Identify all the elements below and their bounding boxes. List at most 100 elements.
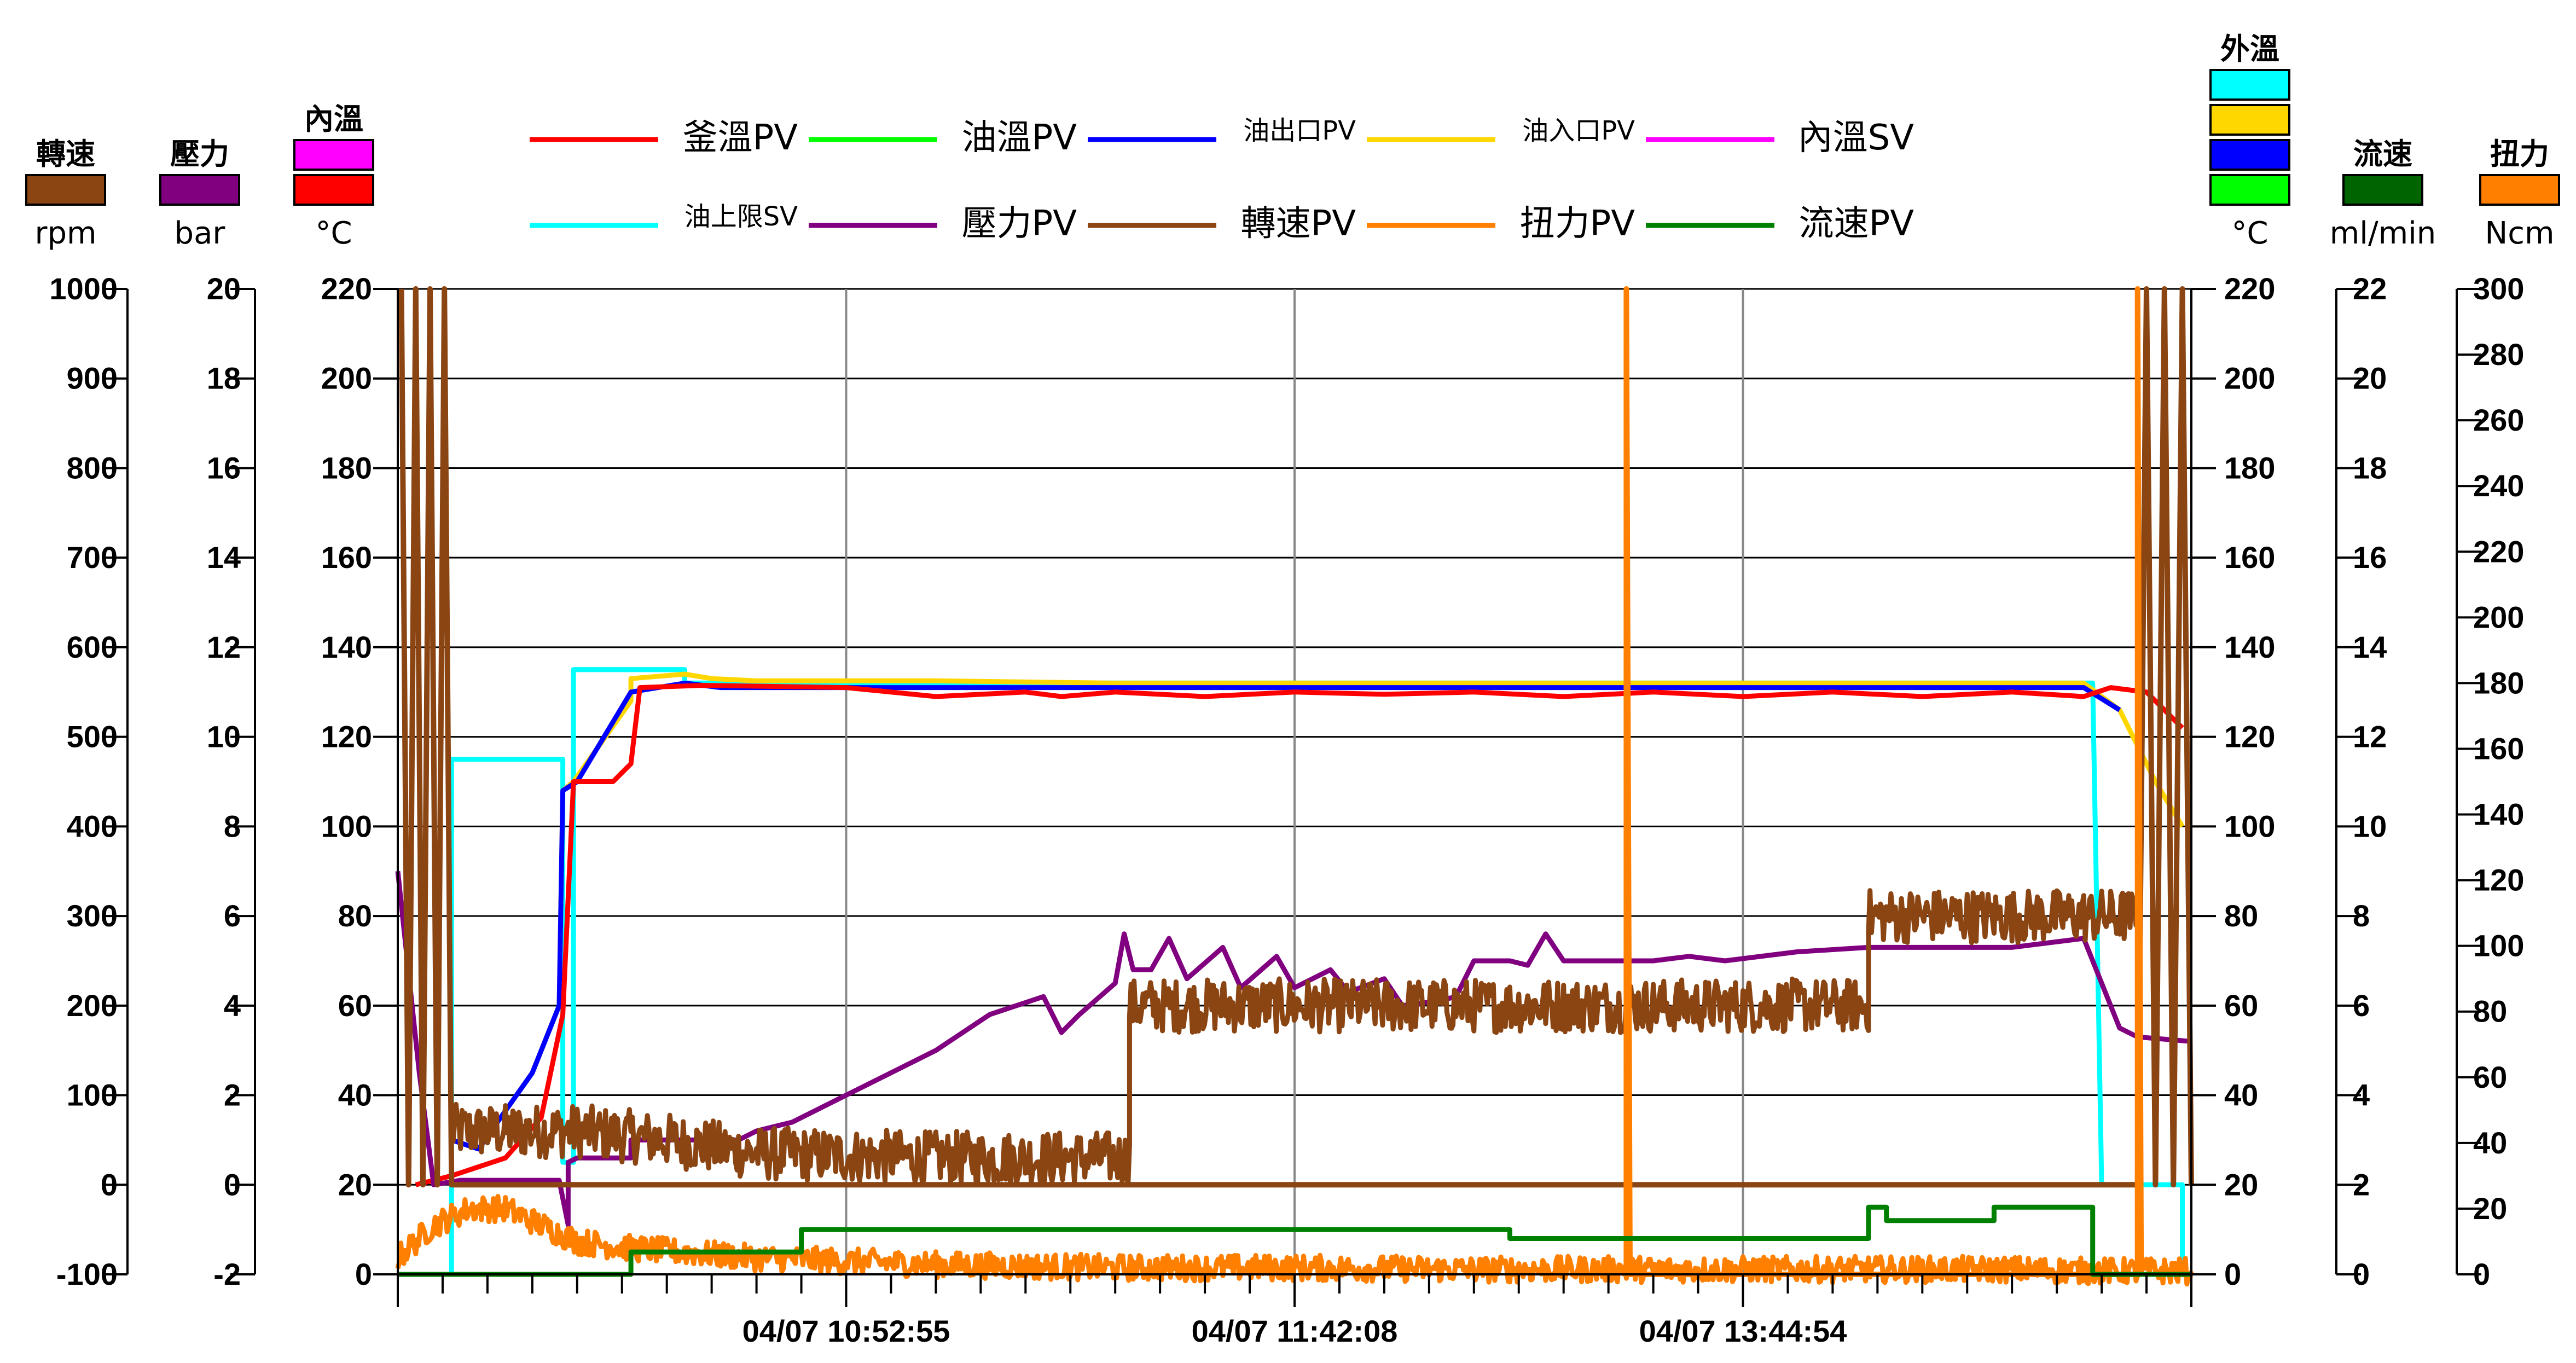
- legend-label: 釜溫PV: [683, 118, 798, 158]
- temp-axis-right-tick-label: 180: [2224, 450, 2275, 485]
- series-line: [395, 1193, 2194, 1287]
- flow-axis-tick-label: 2: [2353, 1167, 2370, 1202]
- flow-axis-tick-label: 16: [2353, 540, 2387, 575]
- rpm-axis-tick-label: 900: [67, 361, 118, 396]
- series-line: [449, 888, 2140, 1187]
- flow-axis-title: 流速: [2353, 137, 2412, 171]
- torque-axis-tick-label: 80: [2473, 994, 2507, 1029]
- torque-axis-tick-label: 120: [2473, 863, 2524, 897]
- temp-axis-left-tick-label: 60: [338, 988, 372, 1023]
- legend-label: 油出口PV: [1243, 115, 1356, 146]
- temp-axis-left-title: 內溫: [304, 102, 363, 136]
- temp-axis-left-tick-label: 20: [338, 1167, 372, 1202]
- torque-axis-tick-label: 300: [2473, 271, 2524, 306]
- temp-axis-right-title: 外溫: [2220, 32, 2279, 66]
- rpm-axis-tick-label: -100: [56, 1257, 118, 1291]
- pressure-axis-tick-label: 0: [224, 1167, 241, 1202]
- flow-axis-tick-label: 20: [2353, 361, 2387, 396]
- torque-axis-tick-label: 60: [2473, 1060, 2507, 1094]
- rpm-axis-tick-label: 700: [67, 540, 118, 575]
- legend-label: 壓力PV: [962, 204, 1077, 244]
- legend-label: 轉速PV: [1241, 204, 1356, 244]
- temp-axis-right-swatch: [2209, 104, 2290, 136]
- rpm-axis-tick-label: 300: [67, 898, 118, 933]
- torque-axis-tick-label: 160: [2473, 731, 2524, 765]
- temp-axis-right-swatch: [2209, 69, 2290, 101]
- x-tick-label: 04/07 11:42:08: [1192, 1314, 1398, 1348]
- rpm-axis-title: 轉速: [36, 137, 95, 171]
- pressure-axis-tick-label: 16: [207, 450, 241, 485]
- rpm-axis-tick-label: 1000: [49, 271, 118, 306]
- flow-axis-tick-label: 12: [2353, 720, 2387, 754]
- pressure-axis-tick-label: 2: [224, 1078, 241, 1112]
- temp-axis-left-unit: °C: [315, 216, 352, 251]
- temp-axis-left-tick-label: 80: [338, 898, 372, 933]
- flow-axis-tick-label: 0: [2353, 1257, 2370, 1291]
- temp-axis-left-tick-label: 200: [321, 361, 372, 396]
- temp-axis-left-swatch: [293, 139, 374, 171]
- temp-axis-right-tick-label: 220: [2224, 271, 2275, 306]
- axis-headers: 轉速 rpm 壓力 bar 內溫 °C 外溫 °C 流速 ml/min 扭力 Ncm: [25, 32, 2560, 251]
- torque-axis-tick-label: 200: [2473, 600, 2524, 634]
- rpm-axis-tick-label: 400: [67, 809, 118, 843]
- pressure-axis-tick-label: 8: [224, 809, 241, 843]
- rpm-axis-swatch: [25, 174, 106, 206]
- flow-axis-tick-label: 8: [2353, 898, 2370, 933]
- legend: 釜溫PV 油溫PV 油出口PV 油入口PV 內溫SV 油上限SV 壓力PV 轉速PV 扭力PV 流…: [530, 115, 1914, 244]
- pressure-axis-tick-label: 12: [207, 630, 241, 664]
- temp-axis-right-tick-label: 40: [2224, 1078, 2258, 1112]
- rpm-axis-tick-label: 600: [67, 630, 118, 664]
- temp-axis-left-tick-label: 0: [355, 1257, 372, 1291]
- temp-axis-right-tick-label: 140: [2224, 630, 2275, 664]
- rpm-axis-tick-label: 500: [67, 720, 118, 754]
- torque-axis-tick-label: 0: [2473, 1257, 2490, 1291]
- x-tick-label: 04/07 13:44:54: [1639, 1314, 1847, 1348]
- temp-axis-left-tick-label: 140: [321, 630, 372, 664]
- rpm-axis-tick-label: 200: [67, 988, 118, 1023]
- pressure-axis-tick-label: 4: [224, 988, 241, 1023]
- temp-axis-left-tick-label: 100: [321, 809, 372, 843]
- temp-axis-right-tick-label: 120: [2224, 720, 2275, 754]
- series-line: [415, 683, 2184, 1187]
- series-line: [450, 680, 2121, 1152]
- flow-axis-swatch: [2342, 174, 2423, 206]
- series-line: [398, 1204, 2191, 1277]
- torque-axis-tick-label: 140: [2473, 797, 2524, 832]
- series-line: [398, 286, 2194, 1188]
- legend-label: 油溫PV: [962, 118, 1077, 158]
- temp-axis-right-tick-label: 20: [2224, 1167, 2258, 1202]
- temp-axis-right-swatch: [2209, 139, 2290, 171]
- flow-axis-tick-label: 18: [2353, 450, 2387, 485]
- temp-axis-right-tick-label: 0: [2224, 1257, 2241, 1291]
- temp-axis-right-tick-label: 60: [2224, 988, 2258, 1023]
- temp-axis-right-tick-label: 200: [2224, 361, 2275, 396]
- series-line: [395, 871, 2192, 1228]
- temp-axis-left-tick-label: 40: [338, 1078, 372, 1112]
- temp-axis-right-tick-label: 100: [2224, 809, 2275, 843]
- torque-axis-unit: Ncm: [2485, 216, 2554, 251]
- torque-axis-tick-label: 240: [2473, 468, 2524, 503]
- flow-axis-tick-label: 22: [2353, 271, 2387, 306]
- temp-axis-left-tick-label: 160: [321, 540, 372, 575]
- pressure-axis-tick-label: -2: [213, 1257, 241, 1291]
- rpm-axis-tick-label: 800: [67, 450, 118, 485]
- temp-axis-right-tick-label: 160: [2224, 540, 2275, 575]
- temp-axis-left-tick-label: 220: [321, 271, 372, 306]
- pressure-axis-swatch: [159, 174, 240, 206]
- legend-label: 扭力PV: [1520, 204, 1635, 244]
- legend-label: 油入口PV: [1522, 115, 1635, 146]
- torque-axis-tick-label: 220: [2473, 534, 2524, 569]
- legend-label: 內溫SV: [1798, 118, 1914, 158]
- temp-axis-right-unit: °C: [2231, 216, 2268, 251]
- pressure-axis-tick-label: 10: [207, 720, 241, 754]
- pressure-axis-title: 壓力: [170, 137, 229, 171]
- torque-axis-tick-label: 100: [2473, 929, 2524, 963]
- series-line: [1623, 286, 2144, 1277]
- pressure-axis-tick-label: 20: [207, 271, 241, 306]
- x-tick-label: 04/07 10:52:55: [742, 1314, 950, 1348]
- pressure-axis-tick-label: 6: [224, 898, 241, 933]
- torque-axis-tick-label: 280: [2473, 337, 2524, 372]
- flow-axis-tick-label: 4: [2353, 1078, 2370, 1112]
- torque-axis-tick-label: 180: [2473, 665, 2524, 700]
- temp-axis-right-swatch: [2209, 174, 2290, 206]
